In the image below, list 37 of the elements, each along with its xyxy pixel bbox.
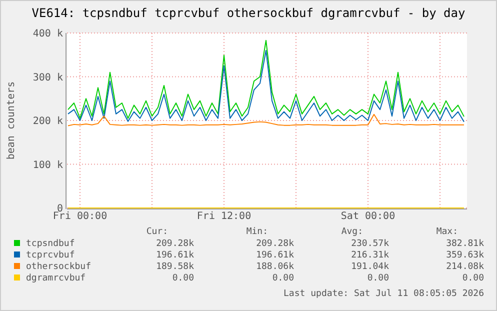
y-tick-label: 200 k — [32, 116, 63, 127]
legend-label: dgramrcvbuf — [26, 274, 86, 284]
text: 216.31k — [351, 250, 390, 260]
text: 191.04k — [351, 262, 390, 272]
chart-title: VE614: tcpsndbuf tcprcvbuf othersockbuf dgramrcvbuf - by day — [32, 6, 466, 20]
text: 0.00 — [462, 274, 484, 284]
text: 382.81k — [446, 239, 485, 249]
text: 230.57k — [351, 239, 390, 249]
text: 214.08k — [446, 262, 485, 272]
text: 189.58k — [156, 262, 195, 272]
text: Cur: — [146, 227, 168, 237]
text: 196.61k — [256, 250, 295, 260]
line-series — [68, 114, 464, 126]
legend-label: tcprcvbuf — [26, 250, 75, 260]
text: Min: — [246, 227, 268, 237]
text: 209.28k — [156, 239, 195, 249]
text: Last update: Sat Jul 11 08:05:05 2026 — [284, 289, 484, 299]
text: 196.61k — [156, 250, 195, 260]
legend-label: othersockbuf — [26, 262, 92, 272]
text: 0.00 — [272, 274, 294, 284]
text: Avg: — [341, 227, 363, 237]
text: 209.28k — [256, 239, 295, 249]
y-axis-title: bean counters — [6, 81, 17, 160]
y-tick-label: 300 k — [32, 72, 63, 84]
text: 0.00 — [367, 274, 389, 284]
x-tick-label: Sat 00:00 — [340, 211, 396, 222]
text: 188.06k — [256, 262, 295, 272]
text: 359.63k — [446, 250, 485, 260]
y-tick-label: 100 k — [32, 160, 63, 171]
text: 0.00 — [172, 274, 194, 284]
text: Max: — [436, 227, 458, 237]
x-tick-label: Fri 00:00 — [52, 211, 108, 222]
legend-label: tcpsndbuf — [26, 239, 75, 249]
x-tick-label: Fri 12:00 — [196, 211, 252, 222]
line-series — [68, 40, 464, 119]
line-series — [68, 50, 464, 122]
y-tick-label: 400 k — [32, 28, 63, 40]
